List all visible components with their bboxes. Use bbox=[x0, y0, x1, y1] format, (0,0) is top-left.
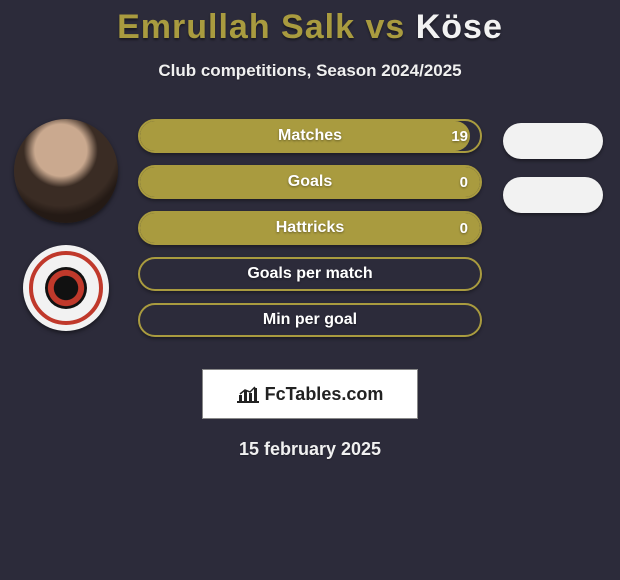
stat-bar: Hattricks0 bbox=[138, 211, 482, 245]
stat-bar-value: 0 bbox=[460, 220, 468, 237]
title-right: Köse bbox=[416, 8, 503, 46]
stat-bar-value: 19 bbox=[451, 128, 468, 145]
snapshot-date: 15 february 2025 bbox=[0, 439, 620, 460]
stat-bar-label: Hattricks bbox=[140, 219, 480, 237]
player-right-column bbox=[495, 119, 610, 231]
player-left-club-crest bbox=[23, 245, 109, 331]
stat-bar: Min per goal bbox=[138, 303, 482, 337]
stat-bar: Goals0 bbox=[138, 165, 482, 199]
comparison-panel: Matches19Goals0Hattricks0Goals per match… bbox=[0, 119, 620, 359]
stat-bar-label: Min per goal bbox=[140, 311, 480, 329]
stat-bar-label: Goals per match bbox=[140, 265, 480, 283]
subtitle: Club competitions, Season 2024/2025 bbox=[0, 61, 620, 81]
watermark: FcTables.com bbox=[202, 369, 418, 419]
watermark-text: FcTables.com bbox=[265, 384, 384, 405]
title-vs: vs bbox=[355, 8, 416, 46]
player-left-column bbox=[8, 119, 123, 331]
stat-bars: Matches19Goals0Hattricks0Goals per match… bbox=[138, 119, 482, 349]
stat-bar-label: Matches bbox=[140, 127, 480, 145]
title-left: Emrullah Salk bbox=[117, 8, 355, 46]
stat-bar: Goals per match bbox=[138, 257, 482, 291]
stat-bar-value: 0 bbox=[460, 174, 468, 191]
player-left-avatar bbox=[14, 119, 118, 223]
player-right-placeholder bbox=[503, 177, 603, 213]
stat-bar-label: Goals bbox=[140, 173, 480, 191]
stat-bar: Matches19 bbox=[138, 119, 482, 153]
chart-icon bbox=[237, 385, 259, 403]
player-right-placeholder bbox=[503, 123, 603, 159]
page-title: Emrullah Salk vs Köse bbox=[0, 0, 620, 47]
